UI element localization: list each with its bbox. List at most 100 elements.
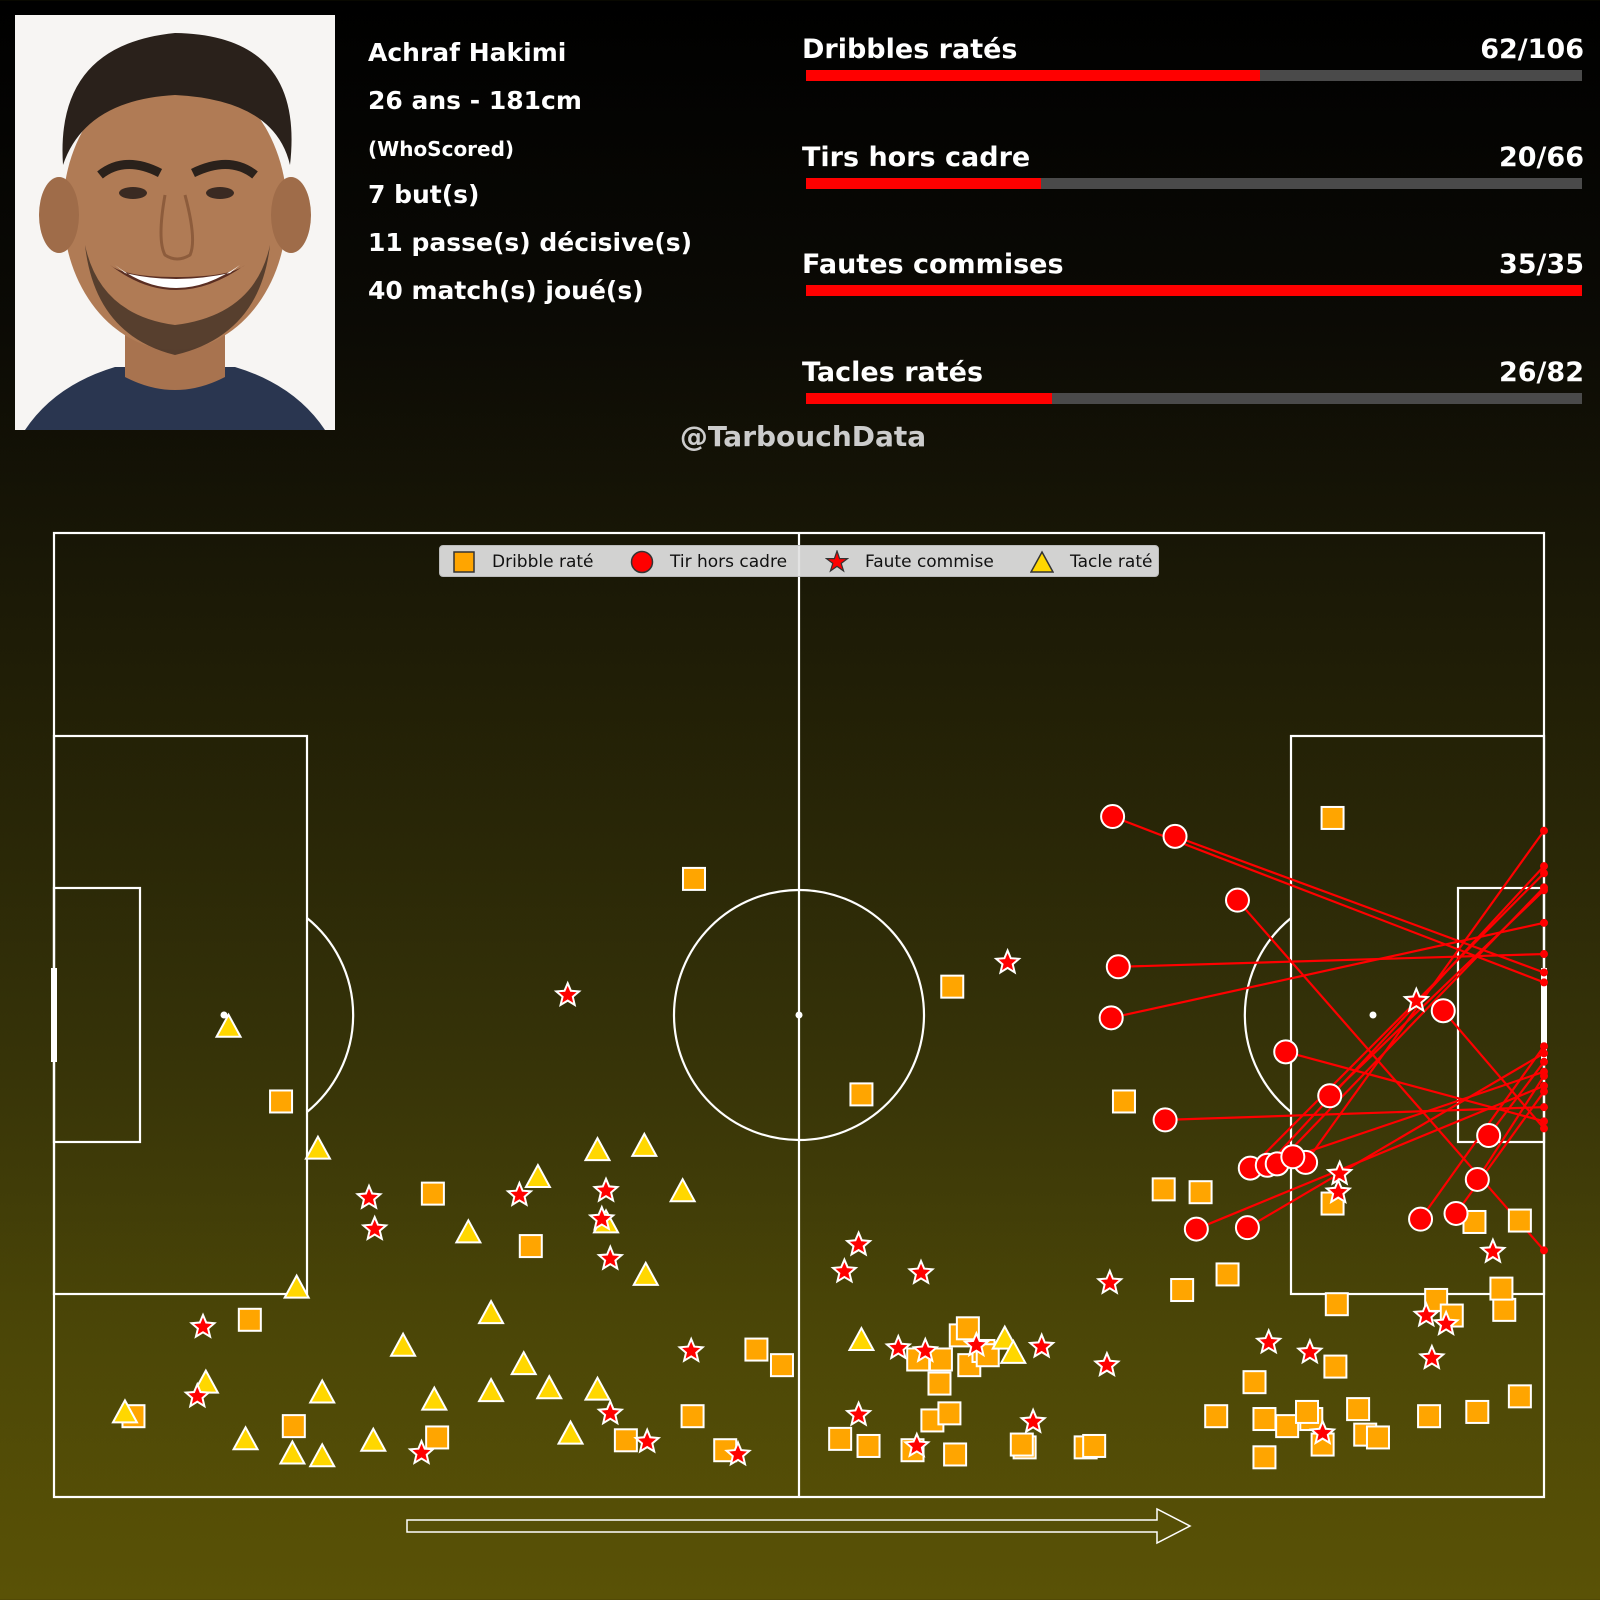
shot-marker [1098,1005,1124,1031]
shot-trajectory-line [1276,886,1545,1165]
stat-label: Dribbles ratés [802,34,1018,65]
dribble-marker [1188,1180,1213,1205]
chart-legend: Dribble raté Tir hors cadre Faute commis… [439,545,1159,577]
tackle-marker [111,1398,139,1424]
tackle-marker [278,1439,307,1465]
tackle-marker [524,1162,552,1189]
shot-end-point [1540,1246,1548,1255]
shot-trajectory-line [1195,1084,1545,1231]
shot-end-point [1540,1049,1548,1058]
dribble-marker [1320,805,1345,830]
shot-trajectory-line [1266,865,1545,1167]
square-marker-icon [453,551,475,573]
tackle-marker [304,1134,332,1160]
dribble-marker [1215,1262,1240,1287]
tackle-marker [308,1378,336,1404]
stat-label: Tirs hors cadre [802,142,1031,173]
legend-label: Tir hors cadre [670,552,788,572]
tackle-marker [535,1374,563,1400]
tackle-marker [630,1131,659,1157]
data-source: (WhoScored) [368,137,515,161]
tackle-marker [999,1338,1027,1364]
foul-marker [724,1439,752,1467]
shot-end-point [1540,1042,1548,1051]
tackle-marker [282,1273,311,1299]
tackle-marker [389,1331,417,1357]
shot-trajectory-line [1118,952,1545,968]
shot-marker [1100,804,1126,830]
foul-marker [189,1312,217,1339]
attack-direction-arrow [406,1507,1192,1545]
stat-bar-track [806,393,1582,404]
foul-marker [1093,1350,1121,1378]
dribble-marker [769,1353,794,1378]
shot-end-point [1540,826,1548,835]
foul-marker [902,1431,931,1458]
assists-count: 11 passe(s) décisive(s) [368,228,693,257]
tackle-marker [477,1377,505,1403]
shot-trajectory-line [1165,1106,1545,1122]
stat-value: 20/66 [1498,142,1584,173]
shot-marker [1408,1206,1434,1232]
dribble-marker [237,1307,262,1332]
stat-bar-fill [806,285,1582,296]
dribble-marker [1492,1297,1517,1322]
stat-value: 35/35 [1498,249,1584,280]
dribble-marker [943,1442,968,1467]
dribble-marker [1252,1407,1277,1432]
tackle-marker [477,1299,505,1325]
foul-marker [907,1258,935,1285]
tackle-marker [583,1136,612,1162]
player-info: Achraf Hakimi 26 ans - 181cm (WhoScored)… [368,38,692,324]
shot-end-point [1540,968,1548,977]
foul-marker [1418,1343,1446,1370]
dribble-marker [425,1425,450,1450]
shot-trajectory-line [1285,1050,1545,1123]
foul-marker [1295,1337,1324,1365]
legend-label: Dribble raté [492,552,594,572]
shot-trajectory-line [1246,1052,1545,1229]
dribble-marker [1275,1414,1300,1439]
shot-trajectory-line [1249,872,1545,1169]
shot-end-point [1540,1057,1548,1066]
shot-marker [1224,887,1250,913]
stat-bar-track [806,70,1582,81]
foul-marker [844,1230,873,1257]
centre-circle [672,888,926,1142]
foul-marker [596,1244,625,1271]
foul-marker [911,1336,940,1363]
dribble-marker [849,1082,874,1107]
dribble-marker [269,1089,294,1114]
shot-end-point [1540,1067,1548,1076]
dribble-marker [281,1414,306,1439]
tackle-marker [991,1324,1019,1350]
stat-bar-fill [806,70,1260,81]
foul-marker [677,1336,706,1363]
stat-bar-track [806,285,1582,296]
foul-marker [1254,1327,1283,1355]
dribble-marker [613,1428,638,1453]
stat-bar-fill [806,393,1052,404]
foul-marker [1308,1418,1337,1446]
shot-end-point [1540,950,1548,959]
event-markers [111,804,1532,1470]
foul-marker [505,1180,534,1207]
foul-marker [553,980,582,1008]
shot-marker [1234,1215,1260,1241]
foul-marker [1479,1237,1507,1264]
foul-marker [360,1214,389,1241]
foul-marker [633,1427,662,1454]
dribble-marker [744,1337,769,1362]
dribble-marker [1346,1397,1371,1422]
dribble-marker [1323,1354,1348,1379]
dribble-marker [1465,1399,1490,1424]
shot-end-point [1540,1103,1548,1112]
circle-marker-icon [630,550,654,574]
foul-marker [962,1330,991,1358]
dribble-marker [955,1316,980,1341]
tackle-marker [668,1177,697,1203]
author-credit: @TarbouchData [679,420,927,453]
foul-marker [587,1204,616,1231]
dribble-marker [1111,1089,1136,1114]
